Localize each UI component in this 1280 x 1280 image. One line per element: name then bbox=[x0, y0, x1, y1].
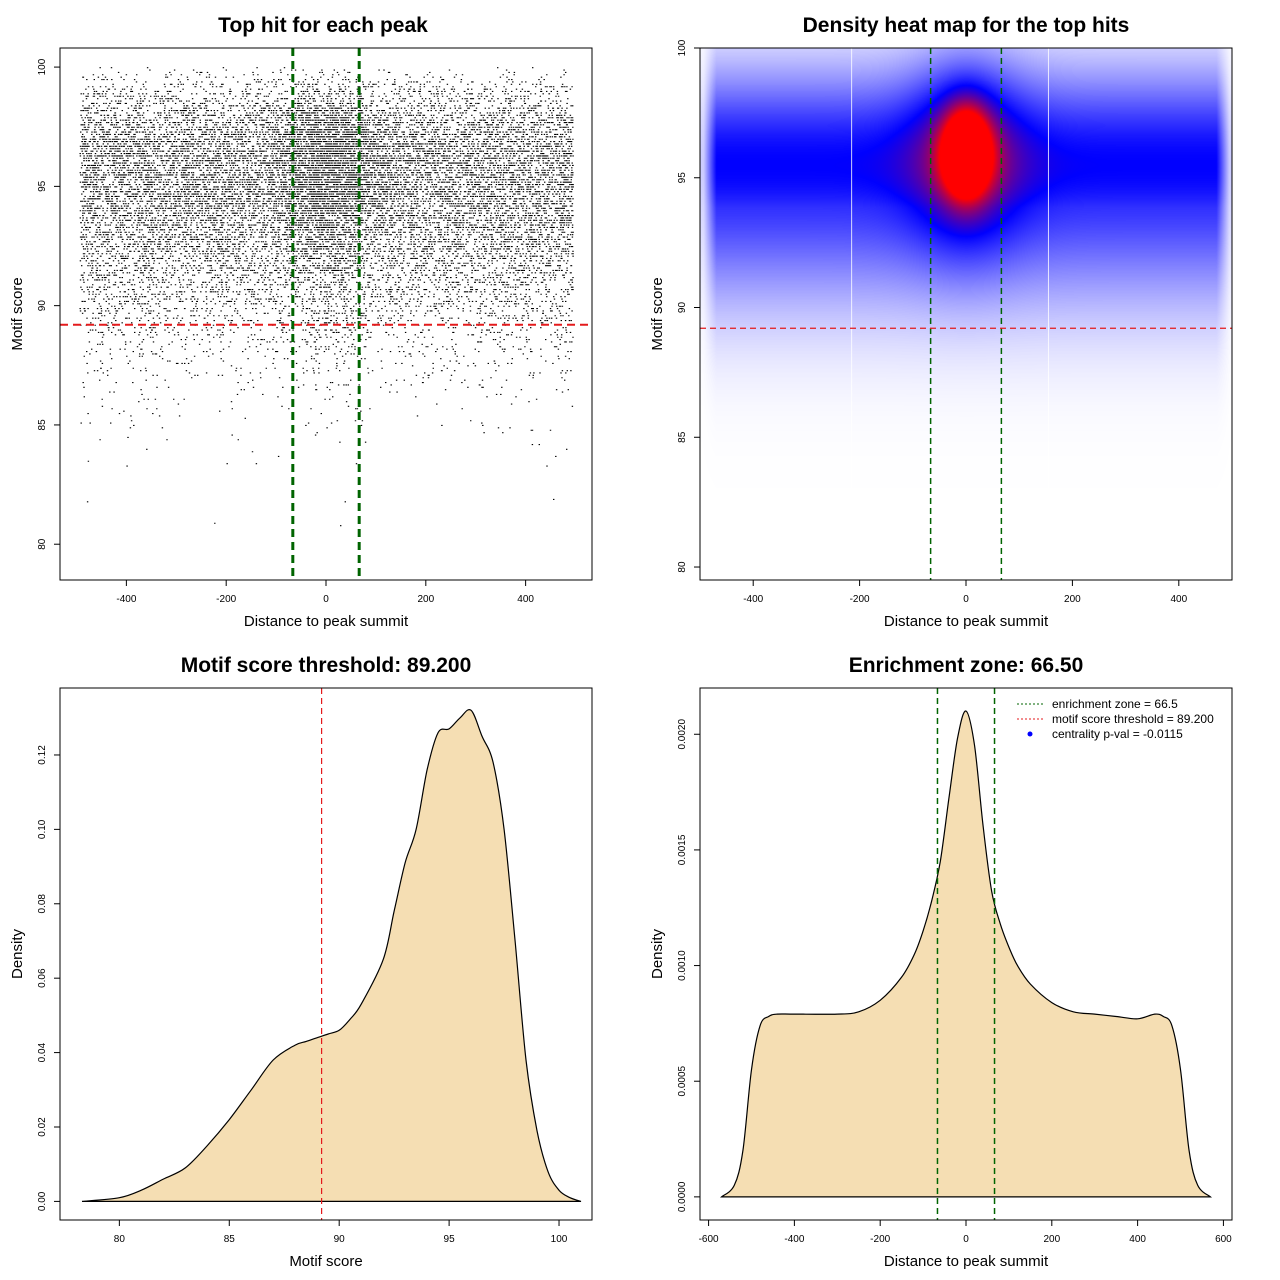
score-density-y-tick-label: 0.00 bbox=[37, 1191, 48, 1211]
distance-density-ticks: -600 -400 -200 0 200 400 600 0.0000 0.0005 0.0010… bbox=[677, 719, 1232, 1245]
score-density-title: Motif score threshold: 89.200 bbox=[181, 654, 472, 677]
legend-centrality-point bbox=[1027, 731, 1033, 737]
heatmap-y-tick-label: 85 bbox=[677, 431, 688, 443]
score-density-x-tick-label: 90 bbox=[334, 1234, 346, 1245]
heatmap-y-tick-label: 95 bbox=[677, 172, 688, 184]
distance-density-title: Enrichment zone: 66.50 bbox=[849, 654, 1084, 677]
heatmap-y-tick-label: 80 bbox=[677, 561, 688, 573]
scatter-title: Top hit for each peak bbox=[218, 14, 428, 37]
heatmap-x-tick-label: -400 bbox=[743, 594, 763, 605]
scatter-plot-frame bbox=[59, 47, 593, 581]
scatter-guide-lines bbox=[60, 48, 592, 580]
distance-density-plot-frame bbox=[699, 687, 1233, 1221]
score-density-x-tick-label: 100 bbox=[551, 1234, 568, 1245]
score-density-curve bbox=[81, 709, 582, 1202]
scatter-y-tick-label: 85 bbox=[37, 419, 48, 431]
heatmap-guide-lines bbox=[700, 48, 1232, 580]
scatter-y-tick-label: 95 bbox=[37, 180, 48, 192]
score-density-panel: Motif score threshold: 89.200 Motif scor… bbox=[9, 654, 593, 1270]
distance-density-x-tick-label: 600 bbox=[1215, 1234, 1232, 1245]
scatter-point-cloud bbox=[79, 67, 574, 527]
distance-density-x-tick-label: -400 bbox=[784, 1234, 804, 1245]
score-density-x-tick-label: 80 bbox=[114, 1234, 126, 1245]
scatter-panel: Top hit for each peak Distance to peak s… bbox=[9, 14, 593, 630]
score-density-x-label: Motif score bbox=[289, 1253, 362, 1270]
legend-enrichment-zone-label: enrichment zone = 66.5 bbox=[1052, 697, 1178, 711]
scatter-y-label: Motif score bbox=[9, 277, 26, 350]
scatter-y-tick-label: 90 bbox=[37, 300, 48, 312]
distance-density-panel: Enrichment zone: 66.50 Distance to peak … bbox=[649, 654, 1233, 1270]
distance-density-curve bbox=[719, 710, 1213, 1198]
heatmap-y-tick-label: 90 bbox=[677, 302, 688, 314]
scatter-y-tick-label: 100 bbox=[37, 58, 48, 75]
heatmap-panel: Density heat map for the top hits Distan… bbox=[649, 14, 1233, 630]
heatmap-raster bbox=[700, 48, 1232, 580]
score-density-y-label: Density bbox=[9, 928, 26, 979]
score-density-y-tick-label: 0.10 bbox=[37, 819, 48, 839]
heatmap-x-tick-label: 200 bbox=[1064, 594, 1081, 605]
distance-density-y-tick-label: 0.0015 bbox=[677, 834, 688, 865]
legend-entry-enrichment-zone: enrichment zone = 66.5 bbox=[1017, 697, 1178, 711]
legend-entry-centrality: centrality p-val = -0.0115 bbox=[1027, 727, 1183, 741]
heatmap-x-tick-label: 0 bbox=[963, 594, 969, 605]
scatter-x-tick-label: -200 bbox=[216, 594, 236, 605]
heatmap-title: Density heat map for the top hits bbox=[803, 14, 1130, 37]
scatter-ticks: -400 -200 0 200 400 80 85 90 95 100 bbox=[37, 58, 534, 605]
distance-density-x-tick-label: 400 bbox=[1129, 1234, 1146, 1245]
score-density-x-tick-label: 85 bbox=[224, 1234, 236, 1245]
legend-threshold-label: motif score threshold = 89.200 bbox=[1052, 712, 1214, 726]
score-density-x-tick-label: 95 bbox=[444, 1234, 456, 1245]
distance-density-y-tick-label: 0.0005 bbox=[677, 1065, 688, 1096]
distance-density-guide-lines bbox=[936, 688, 996, 1220]
distance-density-x-tick-label: 200 bbox=[1043, 1234, 1060, 1245]
scatter-x-tick-label: 400 bbox=[517, 594, 534, 605]
heatmap-y-label: Motif score bbox=[649, 277, 666, 350]
score-density-y-tick-label: 0.12 bbox=[37, 745, 48, 765]
distance-density-y-label: Density bbox=[649, 928, 666, 979]
distance-density-y-tick-label: 0.0020 bbox=[677, 719, 688, 750]
heatmap-x-tick-label: 400 bbox=[1170, 594, 1187, 605]
score-density-y-tick-label: 0.06 bbox=[37, 968, 48, 988]
heatmap-ticks: -400 -200 0 200 400 80 85 90 95 100 bbox=[677, 39, 1188, 605]
heatmap-x-tick-label: -200 bbox=[850, 594, 870, 605]
score-density-ticks: 80 85 90 95 100 0.00 0.02 0.04 0.06 0.08 0.10 0.12 bbox=[37, 745, 568, 1245]
legend-entry-threshold: motif score threshold = 89.200 bbox=[1017, 712, 1214, 726]
heatmap-plot-frame bbox=[699, 47, 1233, 581]
scatter-points bbox=[79, 67, 574, 527]
scatter-x-label: Distance to peak summit bbox=[244, 613, 409, 630]
score-density-plot-frame bbox=[59, 687, 593, 1221]
heatmap-raster-container bbox=[700, 48, 1232, 580]
distance-density-y-tick-label: 0.0010 bbox=[677, 950, 688, 981]
heatmap-x-label: Distance to peak summit bbox=[884, 613, 1049, 630]
scatter-x-tick-label: 0 bbox=[323, 594, 329, 605]
score-density-y-tick-label: 0.04 bbox=[37, 1042, 48, 1062]
legend: enrichment zone = 66.5 motif score thres… bbox=[1017, 697, 1214, 741]
distance-density-x-tick-label: -200 bbox=[870, 1234, 890, 1245]
score-density-y-tick-label: 0.02 bbox=[37, 1117, 48, 1137]
score-density-y-tick-label: 0.08 bbox=[37, 894, 48, 914]
distance-density-x-tick-label: -600 bbox=[699, 1234, 719, 1245]
heatmap-y-tick-label: 100 bbox=[677, 39, 688, 56]
scatter-x-tick-label: 200 bbox=[417, 594, 434, 605]
legend-centrality-label: centrality p-val = -0.0115 bbox=[1052, 727, 1183, 741]
scatter-y-tick-label: 80 bbox=[37, 538, 48, 550]
distance-density-x-tick-label: 0 bbox=[963, 1234, 969, 1245]
distance-density-y-tick-label: 0.0000 bbox=[677, 1181, 688, 1212]
distance-density-x-label: Distance to peak summit bbox=[884, 1253, 1049, 1270]
scatter-x-tick-label: -400 bbox=[116, 594, 136, 605]
